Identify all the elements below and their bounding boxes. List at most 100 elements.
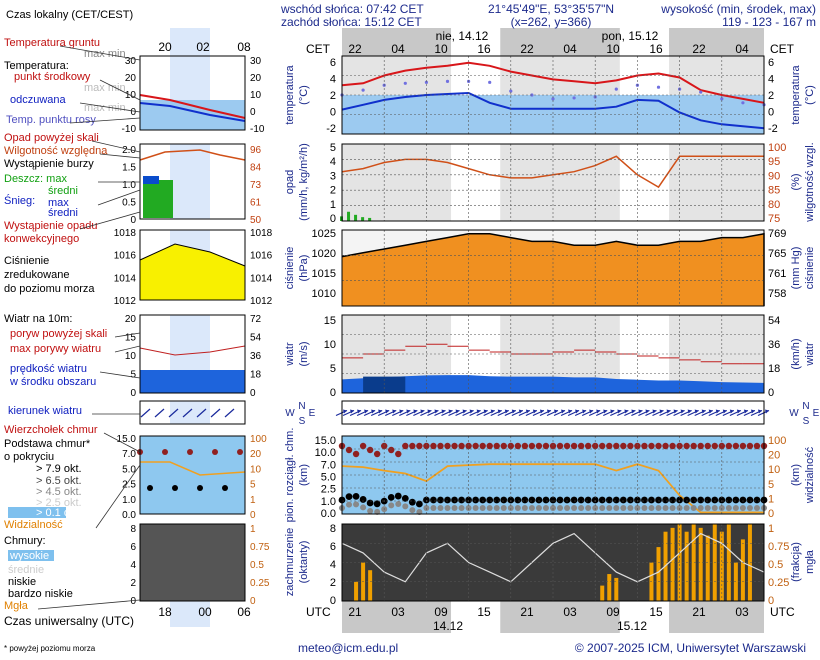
hour-label-top: 22 (520, 42, 534, 56)
wind-direction-arrow (490, 409, 495, 414)
wind-direction-arrow (546, 409, 551, 414)
legend-hour-bottom: 00 (198, 605, 212, 619)
cloud-base-dot (563, 496, 571, 504)
cloud-base-dot (739, 496, 747, 504)
legend-label: max (48, 197, 69, 209)
legend-wind-tick: 72 (250, 314, 262, 325)
legend-connector (103, 432, 141, 453)
cloud-base-dot (394, 492, 402, 500)
legend-temp-tick: 20 (250, 73, 262, 84)
email-link[interactable]: meteo@icm.edu.pl (298, 641, 398, 655)
legend-connector (91, 140, 141, 153)
fog-tick: 0.25 (768, 577, 789, 589)
legend-vis-tick: 2.5 (122, 480, 136, 491)
legend-cloud-tick: 4 (130, 560, 136, 571)
fog-bar (705, 535, 710, 601)
dew-point-dot (656, 85, 661, 89)
pres-axis-label: ciśnienie (284, 247, 296, 290)
legend-label: > 2.5 okt. (36, 497, 82, 509)
legend-pres-tick: 1018 (114, 228, 137, 239)
legend-prec-tick: 0 (130, 215, 136, 226)
day-label-bottom: 15.12 (617, 619, 647, 633)
humidity-tick: 75 (768, 213, 780, 225)
legend-connector (114, 345, 141, 353)
legend-label: Wilgotność względna (4, 145, 108, 157)
dew-point-dot (551, 97, 555, 101)
dew-point-dot (699, 90, 703, 94)
legend-humidity-tick: 50 (250, 215, 262, 226)
cloud-tick: 8 (330, 523, 336, 535)
cloud-base-dot (571, 505, 578, 511)
temp-tick: 6 (768, 57, 774, 69)
legend-panel-frame (139, 400, 246, 425)
wind-tick: 15 (324, 315, 336, 327)
panel-frame (341, 314, 765, 394)
legend-connector (59, 45, 141, 61)
wind-direction-arrow (715, 409, 720, 414)
night-band-top (342, 28, 452, 56)
legend-wind-area (140, 370, 245, 393)
legend-humidity-tick: 84 (250, 163, 262, 174)
vis-tick: 100 (768, 435, 786, 447)
legend-temp-tick: 30 (250, 56, 262, 67)
legend-hour-top: 08 (237, 40, 251, 54)
vis-axis-unit: (km) (298, 464, 310, 486)
prec-tick: 4 (330, 156, 336, 168)
vis-tick: 10.0 (315, 447, 336, 459)
wind-direction-arrow (708, 409, 713, 414)
hour-label-top: 04 (735, 42, 749, 56)
wind-direction-arrow (441, 409, 446, 414)
legend-connector (95, 464, 141, 529)
night-band-top (669, 28, 764, 56)
vis-tick: 2.5 (321, 484, 336, 496)
legend-temp-tick: 20 (125, 73, 137, 84)
panel-frame (341, 229, 765, 307)
cloud-top-dot (746, 442, 754, 450)
cloud-base-dot (409, 507, 416, 514)
pres-tick: 1010 (312, 288, 336, 300)
humidity-tick: 80 (768, 199, 780, 211)
legend-pres-tick: 1014 (250, 273, 273, 284)
cloud-base-dot (493, 496, 501, 504)
legend-label: konwekcyjnego (4, 233, 79, 245)
cloud-base-dot (732, 496, 740, 504)
wind-direction-arrow (596, 409, 601, 414)
prec-axis-unit: (mm/h, kg/m²/h) (298, 143, 310, 221)
cloud-top-dot (563, 442, 571, 450)
cloud-base-dot (648, 496, 655, 504)
cloud-base-dot (367, 508, 374, 515)
prec-tick: 0 (330, 213, 336, 225)
legend-wind-arrow (224, 408, 235, 418)
legend-panel-frame (139, 143, 246, 220)
cloud-top-dot (395, 450, 402, 458)
sunrise-text: wschód słońca: 07:42 CET (280, 2, 424, 16)
cloud-base-dot (373, 500, 381, 508)
utc-caption: Czas uniwersalny (UTC) (4, 614, 134, 628)
legend-fog-tick: 0.75 (250, 542, 270, 553)
pres-tick: 1015 (312, 268, 336, 280)
copyright-text: © 2007-2025 ICM, Uniwersytet Warszawski (575, 641, 806, 655)
cloud-top-dot (627, 442, 634, 450)
legend-temp-tick: -10 (250, 124, 265, 135)
legend-connector (99, 371, 141, 379)
legend-cloud-base-dot (147, 485, 153, 491)
hour-label-bottom: 09 (434, 605, 448, 619)
temp-axis-unit: (°C) (298, 85, 310, 105)
wind-tick: 5 (330, 363, 336, 375)
wind-axis-label-right: wiatr (804, 342, 816, 367)
night-band-temp (342, 56, 452, 95)
cloud-base-dot (493, 505, 500, 511)
cloud-base-dot (458, 505, 465, 511)
legend-temp-tick: 0 (250, 107, 256, 118)
fog-tick: 1 (768, 523, 774, 535)
cloud-top-dot (584, 442, 592, 450)
legend-fog-tick: 0 (250, 596, 256, 607)
legend-label: zredukowane (4, 269, 69, 281)
wind-direction-arrow (736, 409, 741, 414)
cloud-top-dot (388, 446, 395, 454)
pressure-fill (342, 233, 764, 306)
wind-axis-unit: (m/s) (298, 341, 310, 366)
fog-bar (607, 574, 612, 601)
humidity-tick: 95 (768, 156, 780, 168)
cloud-base-dot (360, 504, 367, 511)
